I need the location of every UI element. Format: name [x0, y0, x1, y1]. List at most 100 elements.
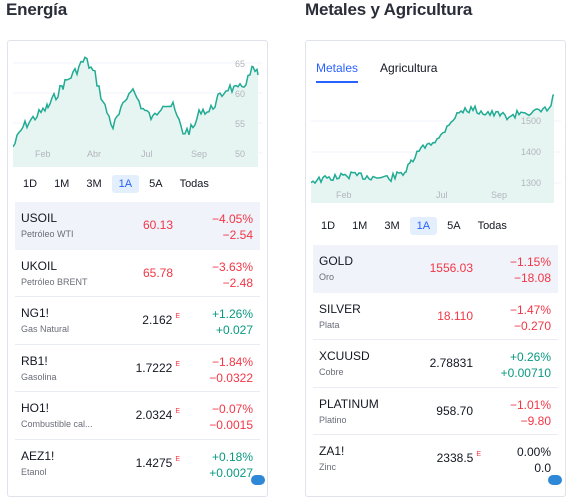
- metals-title: Metales y Agricultura: [305, 0, 473, 19]
- price: 2.0324 E: [136, 408, 180, 422]
- metals-range-tabs: 1D 1M 3M 1A 5A Todas: [314, 217, 517, 235]
- change-absolute: +0.00710: [500, 366, 551, 380]
- energy-chart[interactable]: 65 60 55 50 Feb Abr Jul Sep: [13, 47, 263, 167]
- symbol-description: Platino: [319, 414, 347, 425]
- energy-x-tick: Jul: [141, 149, 153, 159]
- list-item[interactable]: HO1! Combustible cal... 2.0324 E −0.07% −…: [15, 392, 260, 440]
- list-item[interactable]: XCUUSD Cobre 2.78831 +0.26% +0.00710: [313, 340, 558, 388]
- range-5a[interactable]: 5A: [447, 220, 461, 232]
- list-item[interactable]: SILVER Plata 18.110 −1.47% −0.270: [313, 293, 558, 340]
- price: 2338.5 E: [437, 451, 481, 465]
- delayed-flag: E: [175, 408, 180, 415]
- metals-list: GOLD Oro 1556.03 −1.15% −18.08 SILVER Pl…: [313, 245, 558, 483]
- range-1m[interactable]: 1M: [54, 178, 70, 190]
- price-value: 1.7222: [135, 360, 173, 375]
- list-item[interactable]: PLATINUM Platino 958.70 −1.01% −9.80: [313, 388, 558, 435]
- change-absolute: −0.0322: [209, 370, 253, 385]
- change-percent: +0.26%: [509, 350, 551, 364]
- tab-agricultura[interactable]: Agricultura: [380, 61, 438, 75]
- change-percent: −4.05%: [211, 212, 253, 226]
- change: +1.26% +0.027: [212, 306, 253, 338]
- range-all[interactable]: Todas: [179, 178, 209, 190]
- energy-y-tick: 50: [235, 149, 245, 159]
- range-3m[interactable]: 3M: [384, 220, 400, 232]
- change: −0.07% −0.0015: [209, 401, 253, 433]
- range-1a[interactable]: 1A: [111, 175, 140, 193]
- range-all[interactable]: Todas: [477, 220, 507, 232]
- metals-chart[interactable]: 1500 1400 1300 Feb Jul Sep: [311, 93, 561, 203]
- cloud-icon[interactable]: [251, 475, 265, 485]
- price: 1.4275 E: [136, 456, 180, 470]
- delayed-flag: E: [175, 313, 180, 320]
- price-value: 2.0324: [135, 408, 173, 422]
- price: 2.162 E: [142, 313, 180, 327]
- symbol: ZA1!: [319, 444, 345, 458]
- delayed-flag: E: [175, 360, 180, 368]
- change-percent: 0.00%: [516, 445, 551, 459]
- symbol-description: Zinc: [319, 462, 337, 472]
- price: 1.7222 E: [136, 361, 180, 375]
- price: 18.110: [437, 308, 473, 323]
- price: 65.78: [142, 265, 173, 280]
- energy-card: 65 60 55 50 Feb Abr Jul Sep 1D 1M 3M 1A …: [7, 40, 268, 497]
- change-absolute: −0.270: [513, 318, 551, 333]
- delayed-flag: E: [476, 451, 481, 458]
- metals-y-tick: 1300: [521, 178, 541, 188]
- metals-y-tick: 1500: [521, 116, 541, 126]
- symbol-description: Plata: [319, 319, 340, 330]
- symbol: XCUUSD: [319, 349, 370, 363]
- list-item[interactable]: NG1! Gas Natural 2.162 E +1.26% +0.027: [15, 297, 260, 345]
- list-item[interactable]: USOIL Petróleo WTI 60.13 −4.05% −2.54: [15, 202, 260, 250]
- symbol: UKOIL: [21, 258, 58, 273]
- energy-x-tick: Abr: [87, 149, 101, 159]
- change: −1.47% −0.270: [510, 302, 551, 334]
- change-percent: −1.47%: [509, 302, 551, 317]
- energy-x-tick: Feb: [35, 149, 51, 159]
- symbol-description: Petróleo WTI: [21, 229, 74, 239]
- symbol: RB1!: [21, 353, 48, 368]
- change-absolute: +0.027: [215, 323, 253, 337]
- symbol: USOIL: [21, 211, 58, 225]
- range-1d[interactable]: 1D: [23, 178, 38, 190]
- tab-metales[interactable]: Metales: [316, 61, 359, 83]
- metals-x-tick: Jul: [436, 190, 448, 200]
- range-1d[interactable]: 1D: [321, 220, 336, 232]
- energy-range-tabs: 1D 1M 3M 1A 5A Todas: [16, 175, 219, 193]
- list-item[interactable]: AEZ1! Etanol 1.4275 E +0.18% +0.0027: [15, 440, 260, 488]
- price-value: 1.4275: [135, 455, 173, 470]
- price: 958.70: [436, 403, 473, 418]
- price: 60.13: [142, 218, 173, 232]
- cloud-icon[interactable]: [548, 475, 562, 485]
- metals-x-tick: Sep: [491, 190, 507, 200]
- price: 1556.03: [429, 261, 473, 275]
- metals-x-tick: Feb: [336, 190, 352, 200]
- change: −3.63% −2.48: [212, 259, 253, 291]
- change-absolute: −2.48: [222, 275, 253, 290]
- symbol: HO1!: [21, 401, 50, 415]
- energy-list: USOIL Petróleo WTI 60.13 −4.05% −2.54 UK…: [15, 202, 260, 487]
- symbol-description: Combustible cal...: [21, 419, 93, 429]
- metals-area: [311, 95, 554, 203]
- change-absolute: −9.80: [520, 413, 551, 428]
- change-percent: +1.26%: [211, 307, 253, 321]
- range-3m[interactable]: 3M: [86, 178, 102, 190]
- change-percent: +0.18%: [211, 449, 253, 464]
- range-1a[interactable]: 1A: [409, 217, 438, 235]
- change-percent: −1.84%: [211, 354, 253, 369]
- symbol: SILVER: [319, 301, 361, 316]
- symbol: GOLD: [319, 254, 354, 268]
- range-1m[interactable]: 1M: [352, 220, 368, 232]
- symbol: NG1!: [21, 306, 50, 320]
- change-percent: −3.63%: [211, 259, 253, 274]
- energy-y-tick: 55: [235, 119, 245, 129]
- energy-x-tick: Sep: [191, 149, 207, 159]
- symbol-description: Etanol: [21, 466, 47, 477]
- list-item[interactable]: RB1! Gasolina 1.7222 E −1.84% −0.0322: [15, 345, 260, 392]
- energy-y-tick: 65: [235, 59, 245, 69]
- change: −1.15% −18.08: [510, 254, 551, 286]
- energy-line: [13, 56, 259, 148]
- list-item[interactable]: ZA1! Zinc 2338.5 E 0.00% 0.0: [313, 435, 558, 483]
- list-item[interactable]: UKOIL Petróleo BRENT 65.78 −3.63% −2.48: [15, 250, 260, 297]
- range-5a[interactable]: 5A: [149, 178, 163, 190]
- list-item[interactable]: GOLD Oro 1556.03 −1.15% −18.08: [313, 245, 558, 293]
